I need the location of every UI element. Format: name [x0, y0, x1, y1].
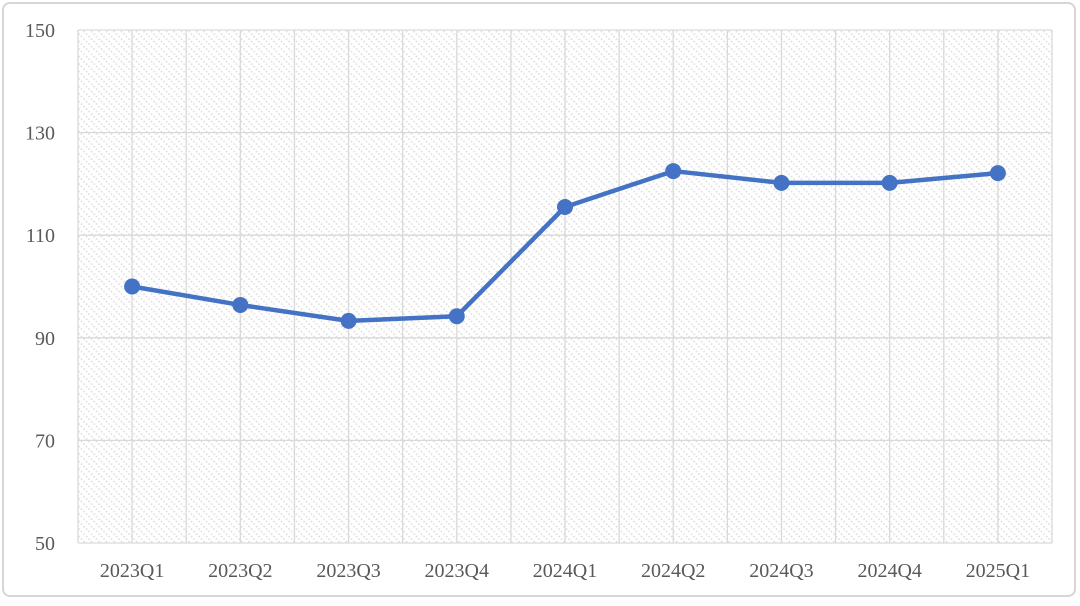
y-tick-label: 130: [25, 123, 55, 145]
x-tick-label: 2024Q1: [533, 560, 597, 582]
x-tick-label: 2023Q1: [100, 560, 164, 582]
data-point-marker: [232, 296, 249, 313]
data-point-marker: [448, 308, 465, 325]
y-tick-label: 70: [35, 430, 55, 452]
data-point-marker: [665, 163, 682, 180]
y-tick-label: 110: [26, 225, 55, 247]
data-point-marker: [340, 312, 357, 329]
data-point-marker: [124, 278, 141, 295]
y-tick-label: 90: [35, 328, 55, 350]
x-tick-label: 2024Q3: [749, 560, 813, 582]
x-tick-label: 2023Q3: [316, 560, 380, 582]
x-tick-label: 2025Q1: [966, 560, 1030, 582]
data-point-marker: [773, 174, 790, 191]
data-point-marker: [989, 165, 1006, 182]
data-point-marker: [557, 198, 573, 215]
x-tick-label: 2023Q2: [208, 560, 272, 582]
y-tick-label: 50: [35, 533, 55, 555]
y-tick-label: 150: [25, 20, 55, 42]
x-tick-label: 2024Q4: [857, 560, 921, 582]
data-point-marker: [881, 174, 898, 191]
x-tick-label: 2024Q2: [641, 560, 705, 582]
x-tick-label: 2023Q4: [425, 560, 489, 582]
